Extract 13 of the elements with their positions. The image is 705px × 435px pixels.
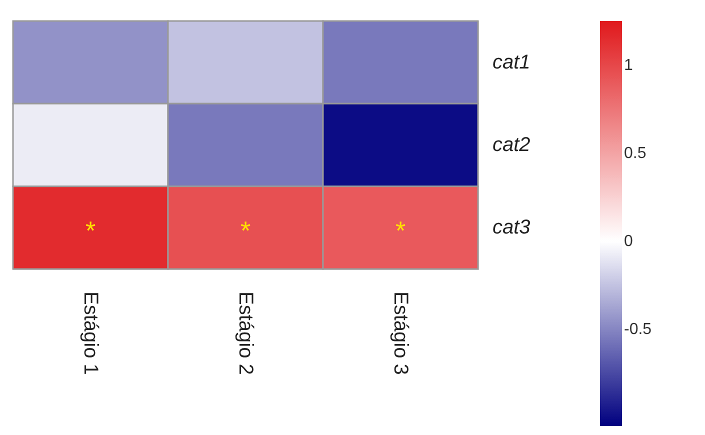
x-tick-label: Estágio 1 <box>80 292 102 375</box>
data-label: * <box>240 216 251 246</box>
y-tick-label: cat3 <box>492 216 530 239</box>
data-label: * <box>85 216 96 246</box>
color-bar-label: 1 <box>624 57 633 74</box>
color-bar-label: -0.5 <box>624 321 652 338</box>
x-tick-label: Estágio 2 <box>234 292 256 375</box>
y-tick-label: cat2 <box>492 134 530 156</box>
color-bar-label: 0.5 <box>624 145 646 162</box>
y-tick-label: cat1 <box>492 51 530 74</box>
data-label: * <box>395 216 406 246</box>
x-tick-label: Estágio 3 <box>390 292 412 375</box>
color-bar-label: 0 <box>624 233 633 250</box>
